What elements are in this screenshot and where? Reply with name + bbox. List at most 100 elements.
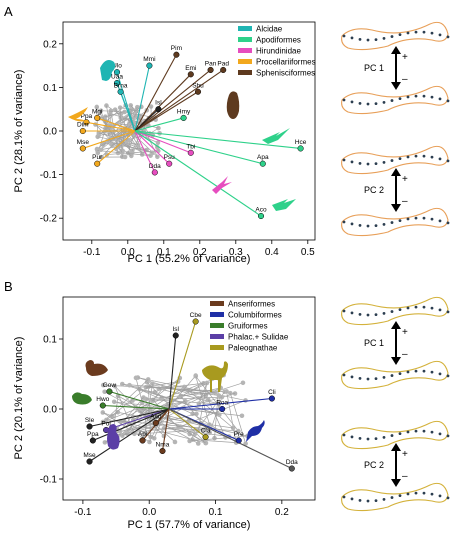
species-point [187, 149, 194, 156]
tree-edge [114, 385, 165, 437]
arrow-head-down [391, 357, 401, 365]
species-label: Roa [216, 400, 228, 407]
duck-silhouette-icon [85, 360, 108, 376]
landmark-point [438, 97, 442, 101]
landmark-point [414, 305, 418, 309]
plus-sign: + [402, 52, 408, 63]
landmark-point [422, 216, 426, 220]
grey-point [135, 104, 140, 110]
branch-line [168, 408, 206, 438]
grey-point [243, 441, 248, 446]
x-tick-label: 0.0 [121, 247, 135, 258]
landmark-point [382, 311, 386, 315]
landmark-point [414, 429, 418, 433]
species-label: Tbi [186, 143, 195, 150]
grey-point [203, 440, 208, 446]
species-point [159, 447, 166, 455]
landmark-point [342, 158, 346, 162]
landmark-point [422, 30, 426, 34]
landmark-point [382, 435, 386, 439]
tree-edge [116, 139, 133, 151]
y-tick-label: -0.2 [40, 214, 58, 225]
tree-edge [112, 426, 181, 436]
tree-edge [148, 381, 179, 388]
landmark-point [366, 38, 370, 42]
grey-point [155, 140, 161, 146]
panel-b-labeled-points: Cbe Isl Gow Hwo Pol Sle Ppa Mse Asu Api Nma Roa Cli C… [83, 312, 298, 472]
grey-point [133, 113, 138, 119]
species-label: Pim [171, 45, 182, 52]
landmark-point [438, 432, 442, 436]
arrow-head-down [391, 479, 401, 487]
branch-line [134, 130, 156, 173]
landmark-point [350, 160, 354, 164]
tree-edge [209, 397, 223, 433]
landmark-point [342, 98, 346, 102]
tree-edge [102, 379, 149, 423]
tree-edge [180, 426, 196, 435]
landmark-point [374, 499, 378, 503]
panel-b-y-ticks: -0.1 0.0 0.1 [40, 335, 63, 486]
tree-edge [98, 132, 127, 142]
landmark-point [366, 313, 370, 317]
landmark-point [414, 154, 418, 158]
landmark-point [358, 37, 362, 41]
species-label: Ulo [112, 63, 122, 70]
landmark-point [438, 157, 442, 161]
landmark-point [350, 222, 354, 226]
tree-edge [189, 435, 248, 442]
species-point [79, 127, 86, 135]
landmark-point [350, 36, 354, 40]
landmark-point [390, 35, 394, 38]
tree-edge [207, 399, 226, 438]
wing-shape-outline [341, 207, 449, 237]
branch-line [134, 130, 262, 217]
species-point [117, 88, 124, 95]
species-point [89, 437, 96, 444]
species-label: Cla [201, 428, 211, 435]
landmark-point [342, 309, 346, 313]
grey-point [240, 380, 246, 386]
legend-swatch [238, 37, 252, 42]
wing-shape-outline [341, 482, 449, 512]
landmark-point [342, 373, 346, 377]
species-point [187, 71, 194, 78]
species-label: Hwo [96, 396, 109, 403]
pc-label: PC 2 [364, 460, 384, 470]
legend-swatch [210, 345, 224, 350]
tree-edge [146, 392, 216, 400]
species-label: Asu [150, 414, 162, 421]
branch-line [102, 404, 170, 410]
species-point [259, 160, 266, 167]
grey-point [232, 391, 238, 396]
tree-edge [106, 383, 153, 421]
tree-edge [116, 397, 144, 430]
landmark-point [422, 429, 426, 433]
branch-line [161, 408, 170, 452]
landmark-point [446, 310, 450, 314]
y-tick-label: -0.1 [40, 170, 58, 181]
branch-line [134, 108, 159, 132]
landmark-point [398, 372, 402, 375]
landmark-point [398, 308, 402, 311]
plus-sign: + [402, 449, 408, 460]
landmark-point [438, 494, 442, 498]
landmark-point [382, 375, 386, 379]
landmark-point [366, 437, 370, 441]
panel-a-grey-cloud [93, 103, 162, 160]
branch-line [109, 390, 170, 410]
landmark-point [342, 220, 346, 224]
landmark-point [430, 95, 434, 99]
legend-label: Paleognathae [228, 344, 278, 353]
landmark-point [406, 370, 410, 374]
species-point [79, 145, 86, 152]
arrow-head-up [391, 46, 401, 54]
x-tick-label: 0.2 [193, 247, 207, 258]
species-point [180, 114, 187, 121]
branch-line [134, 117, 184, 132]
landmark-point [398, 97, 402, 100]
tree-edge [113, 106, 142, 127]
species-label: Dda [149, 163, 161, 170]
arrow-head-down [391, 82, 401, 90]
branch-line [89, 408, 170, 428]
